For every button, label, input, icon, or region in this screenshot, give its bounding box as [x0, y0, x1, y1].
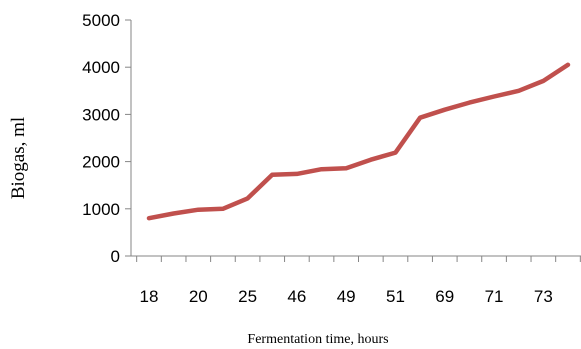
y-tick-label: 2000	[82, 153, 120, 172]
x-tick-label: 18	[140, 287, 159, 306]
series-line	[146, 62, 571, 221]
x-tick-label: 51	[386, 287, 405, 306]
y-tick-label: 4000	[82, 58, 120, 77]
y-tick-label: 1000	[82, 200, 120, 219]
x-tick-label: 69	[435, 287, 454, 306]
y-tick-label: 3000	[82, 105, 120, 124]
x-tick-label: 71	[485, 287, 504, 306]
x-tick-label: 49	[337, 287, 356, 306]
y-tick-label: 0	[111, 247, 120, 266]
x-tick-label: 73	[534, 287, 553, 306]
x-tick-label: 20	[189, 287, 208, 306]
y-axis-title: Biogas, ml	[8, 117, 29, 199]
x-axis-title: Fermentation time, hours	[247, 332, 388, 347]
x-tick-label: 25	[238, 287, 257, 306]
y-tick-label: 5000	[82, 11, 120, 30]
x-tick-label: 46	[287, 287, 306, 306]
plot-area: 0 1000 2000 3000 4000 5000 18 20 25 46 49 51 69 71 73	[82, 11, 581, 306]
